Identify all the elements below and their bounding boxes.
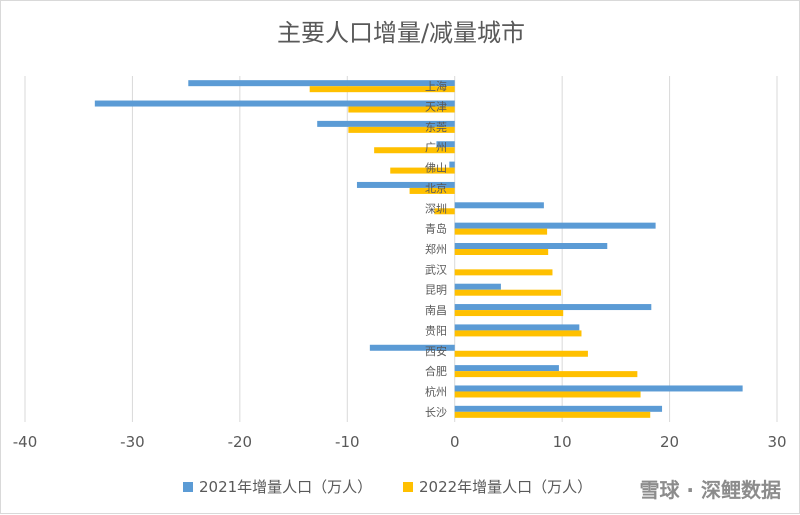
category-label: 合肥 (425, 364, 447, 378)
x-tick-label: -40 (13, 433, 38, 451)
legend-swatch (183, 482, 193, 492)
category-label: 昆明 (425, 284, 447, 297)
bar-2021 (454, 202, 544, 209)
bar-2021 (369, 344, 455, 351)
category-label: 郑州 (425, 242, 447, 256)
category-label: 武汉 (425, 263, 447, 276)
bar-2021 (454, 243, 608, 249)
bar-2022 (348, 106, 455, 113)
bar-2022 (309, 86, 455, 93)
bar-2022 (454, 310, 564, 317)
category-label: 杭州 (425, 384, 447, 398)
legend-label: 2021年增量人口（万人） (199, 478, 372, 496)
x-tick-label: -20 (228, 433, 253, 451)
bar-2022 (348, 126, 455, 133)
category-label: 长沙 (425, 406, 447, 419)
category-label: 贵阳 (425, 324, 447, 337)
category-label: 东莞 (425, 121, 447, 134)
bar-2022 (454, 371, 638, 378)
watermark: 雪球 · 深鲤数据 (639, 478, 781, 502)
bar-2022 (454, 330, 582, 337)
chart-title: 主要人口增量/减量城市 (277, 19, 525, 47)
x-tick-label: 30 (767, 433, 786, 451)
legend-swatch (403, 482, 413, 492)
bar-2021 (94, 100, 455, 107)
bar-2022 (454, 249, 549, 255)
category-label: 广州 (425, 141, 447, 154)
category-label: 佛山 (425, 162, 447, 175)
category-label: 上海 (425, 79, 447, 93)
bar-2021 (449, 161, 455, 168)
bar-2022 (434, 208, 455, 215)
x-tick-label: -10 (335, 433, 360, 451)
bar-2022 (390, 167, 455, 174)
bar-2022 (454, 269, 553, 276)
bar-2021 (454, 365, 559, 372)
legend-label: 2022年增量人口（万人） (419, 478, 592, 496)
bar-2022 (454, 350, 588, 357)
bar-2021 (454, 283, 501, 290)
bar-2022 (409, 187, 455, 194)
bar-2021 (436, 141, 455, 148)
bar-2021 (454, 222, 656, 229)
x-tick-label: 0 (450, 433, 460, 451)
bar-2021 (454, 385, 743, 392)
bar-2021 (454, 304, 652, 311)
bar-2021 (454, 324, 580, 331)
category-label: 南昌 (425, 304, 447, 317)
category-label: 北京 (425, 181, 447, 195)
bar-2021 (317, 120, 455, 127)
category-label: 天津 (425, 101, 447, 114)
bar-2022 (454, 228, 548, 235)
bar-2022 (374, 147, 455, 154)
x-tick-label: 10 (553, 433, 572, 451)
bar-2021 (188, 80, 455, 87)
category-label: 西安 (425, 344, 447, 358)
bar-2022 (454, 411, 651, 418)
bar-2022 (454, 391, 641, 398)
x-tick-label: 20 (660, 433, 679, 451)
bar-2021 (454, 405, 663, 412)
category-label: 深圳 (425, 202, 447, 215)
bar-2021 (356, 181, 455, 188)
bar-2022 (454, 289, 562, 296)
x-tick-label: -30 (120, 433, 145, 451)
category-label: 青岛 (425, 222, 447, 236)
